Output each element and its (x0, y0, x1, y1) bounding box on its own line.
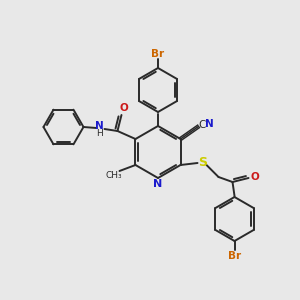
Text: N: N (205, 119, 214, 129)
Text: O: O (250, 172, 259, 182)
Text: S: S (198, 157, 207, 169)
Text: Br: Br (228, 251, 241, 261)
Text: N: N (153, 179, 163, 189)
Text: CH₃: CH₃ (105, 170, 122, 179)
Text: Br: Br (152, 49, 165, 59)
Text: C: C (199, 120, 206, 130)
Text: H: H (96, 130, 103, 139)
Text: O: O (119, 103, 128, 113)
Text: N: N (95, 121, 104, 131)
